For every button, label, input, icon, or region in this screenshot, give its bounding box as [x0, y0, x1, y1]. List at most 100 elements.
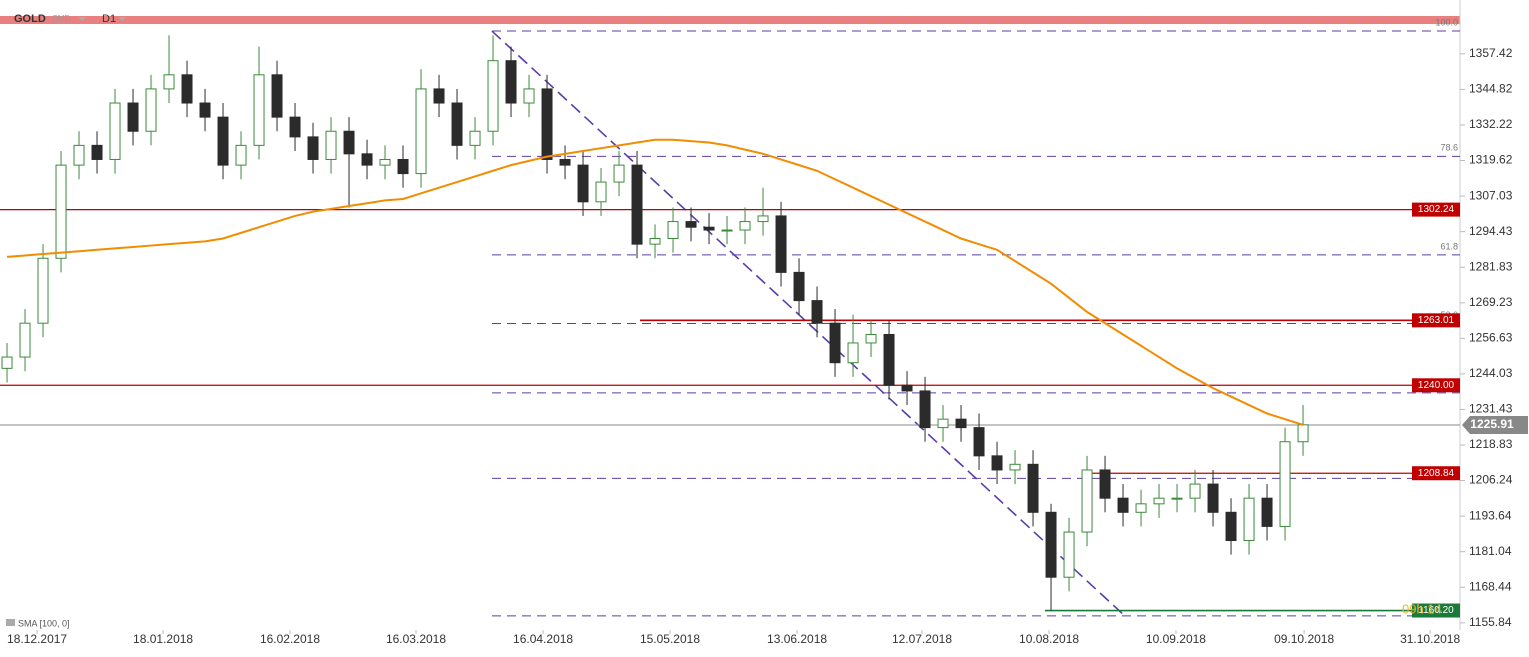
candle-body [415, 88, 427, 175]
candle-body [721, 229, 733, 232]
candle-body [253, 74, 265, 146]
y-tick-label: 1244.03 [1469, 366, 1513, 380]
candle-body [1279, 441, 1291, 527]
candle-body [757, 215, 769, 223]
y-tick-label: 1269.23 [1469, 295, 1513, 309]
dropdown[interactable] [118, 17, 126, 21]
y-tick-label: 1231.43 [1469, 402, 1513, 416]
y-tick-label: 1319.62 [1469, 153, 1513, 167]
y-tick-label: 1357.42 [1469, 46, 1513, 60]
candle-body [1207, 483, 1219, 513]
candle-body [1225, 511, 1237, 542]
indicator-icon[interactable] [6, 619, 15, 626]
candle-body [145, 88, 157, 132]
market: CMD [52, 14, 70, 23]
x-tick-label: 13.06.2018 [767, 632, 827, 646]
candle-body [739, 221, 751, 231]
candle-body [451, 102, 463, 146]
symbol: GOLD [14, 13, 46, 25]
dropdown[interactable] [78, 17, 86, 21]
fib-label: 78.6 [1440, 143, 1458, 153]
candle-body [703, 226, 715, 231]
candle-body [343, 130, 355, 155]
candle-body [973, 427, 985, 457]
level-label: 1302.24 [1418, 204, 1455, 215]
candle-body [829, 322, 841, 364]
candle-body [955, 418, 967, 429]
candle-body [127, 102, 139, 132]
candle-body [919, 390, 931, 429]
candle-body [883, 333, 895, 386]
candle-body [811, 300, 823, 324]
candle-body [487, 60, 499, 132]
indicator-label[interactable]: SMA [100, 0] [18, 618, 70, 628]
x-tick-label: 16.03.2018 [386, 632, 446, 646]
candle-body [1153, 497, 1165, 505]
y-tick-label: 1168.44 [1469, 579, 1512, 593]
level-label-bg [1412, 378, 1460, 393]
candle-body [73, 144, 85, 166]
y-tick-label: 1307.03 [1469, 188, 1513, 202]
sma-line [6, 138, 1304, 426]
candle-body [1027, 463, 1039, 513]
candle-body [613, 164, 625, 183]
candle-body [1, 356, 13, 369]
timeframe[interactable]: D1 [102, 13, 116, 25]
candle-body [1099, 469, 1111, 499]
candle-body [631, 164, 643, 245]
x-tick-label: 16.02.2018 [260, 632, 320, 646]
candle-body [397, 158, 409, 175]
candle-body [775, 215, 787, 273]
fib-label: 100.0 [1435, 17, 1458, 27]
candle-body [1045, 511, 1057, 578]
candle-body [559, 158, 571, 166]
support-label: 1160.20 [1418, 605, 1454, 616]
y-tick-label: 1155.84 [1469, 615, 1512, 629]
candle-body [235, 144, 247, 166]
candle-body [1081, 469, 1093, 533]
level-label-bg [1412, 202, 1460, 217]
candle-body [325, 130, 337, 160]
x-tick-label: 15.05.2018 [640, 632, 700, 646]
top-band [0, 16, 1460, 24]
candle-body [1135, 503, 1147, 513]
x-tick-label: 09.10.2018 [1274, 632, 1334, 646]
timer: 09h 14 [1402, 601, 1442, 616]
y-tick-label: 1206.24 [1469, 473, 1513, 487]
level-label-bg [1412, 313, 1460, 328]
y-tick-label: 1218.83 [1469, 437, 1513, 451]
level-label: 1240.00 [1418, 380, 1455, 391]
candle-body [577, 164, 589, 203]
y-tick-label: 1281.83 [1469, 259, 1513, 273]
candle-body [163, 74, 175, 90]
y-tick-label: 1256.63 [1469, 331, 1513, 345]
y-tick-label: 1294.43 [1469, 224, 1513, 238]
candle-body [1189, 483, 1201, 499]
candle-body [55, 164, 67, 259]
y-tick-label: 1193.64 [1469, 508, 1512, 522]
candle-body [865, 333, 877, 344]
x-tick-label: 16.04.2018 [513, 632, 573, 646]
candle-body [505, 60, 517, 104]
candle-body [991, 455, 1003, 471]
candle-body [1261, 497, 1273, 527]
candle-body [667, 221, 679, 240]
candle-body [541, 88, 553, 160]
y-tick-label: 1344.82 [1469, 82, 1513, 96]
candle-body [361, 153, 373, 166]
candle-body [1117, 497, 1129, 513]
candle-body [217, 116, 229, 166]
candle-body [289, 116, 301, 138]
candle-body [379, 158, 391, 166]
x-tick-label: 18.01.2018 [133, 632, 193, 646]
candle-body [109, 102, 121, 160]
current-price-label: 1225.91 [1470, 417, 1514, 431]
candle-body [1063, 531, 1075, 578]
candle-body [595, 181, 607, 203]
x-tick-label: 10.09.2018 [1146, 632, 1206, 646]
support-label-bg [1412, 603, 1460, 618]
candle-body [433, 88, 445, 104]
candle-body [793, 271, 805, 302]
candle-body [685, 221, 697, 228]
